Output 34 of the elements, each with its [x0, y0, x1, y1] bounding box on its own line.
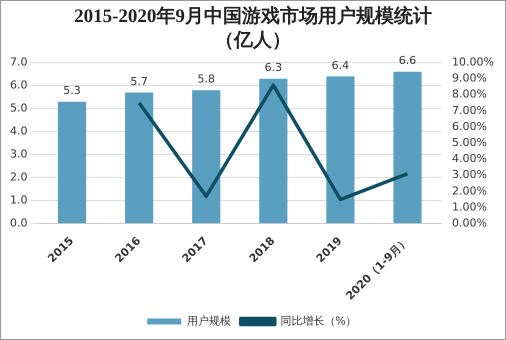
y2-tick-label: 9.00%: [452, 72, 488, 85]
y-tick-label: 3.0: [10, 147, 28, 160]
y-tick-label: 1.0: [10, 193, 28, 206]
y2-tick-label: 10.00%: [452, 55, 494, 68]
y-tick-label: 2.0: [10, 170, 28, 184]
y2-tick-label: 8.00%: [452, 88, 488, 101]
y2-tick-label: 1.00%: [452, 200, 488, 214]
y2-tick-label: 3.00%: [452, 168, 488, 182]
y-tick-label: 0.0: [10, 216, 28, 230]
y2-tick-label: 4.00%: [452, 152, 488, 166]
bar: [58, 102, 86, 224]
bar: [125, 92, 154, 224]
y2-tick-label: 2.00%: [452, 184, 488, 198]
data-label: 5.3: [63, 84, 81, 98]
bar: [326, 76, 355, 224]
y2-tick-label: 0.00%: [452, 216, 488, 230]
legend-label: 用户规模: [186, 314, 231, 328]
y2-tick-label: 5.00%: [452, 136, 488, 149]
data-label: 6.6: [398, 54, 416, 68]
y-tick-label: 5.0: [10, 101, 28, 114]
y-tick-label: 4.0: [10, 124, 28, 138]
y2-tick-label: 6.00%: [452, 120, 488, 133]
bar: [393, 72, 422, 224]
y2-tick-label: 7.00%: [452, 104, 488, 117]
data-label: 6.3: [264, 61, 282, 74]
bar: [259, 78, 288, 224]
chart-title: 2015-2020年9月中国游戏市场用户规模统计（亿人）: [73, 5, 433, 53]
y-tick-label: 7.0: [10, 55, 28, 68]
data-label: 5.7: [130, 74, 148, 88]
y-tick-label: 6.0: [10, 78, 28, 92]
data-label: 5.8: [197, 72, 215, 86]
legend-label: 同比增长（%）: [280, 314, 357, 328]
data-label: 6.4: [332, 58, 350, 72]
bar: [192, 90, 220, 224]
